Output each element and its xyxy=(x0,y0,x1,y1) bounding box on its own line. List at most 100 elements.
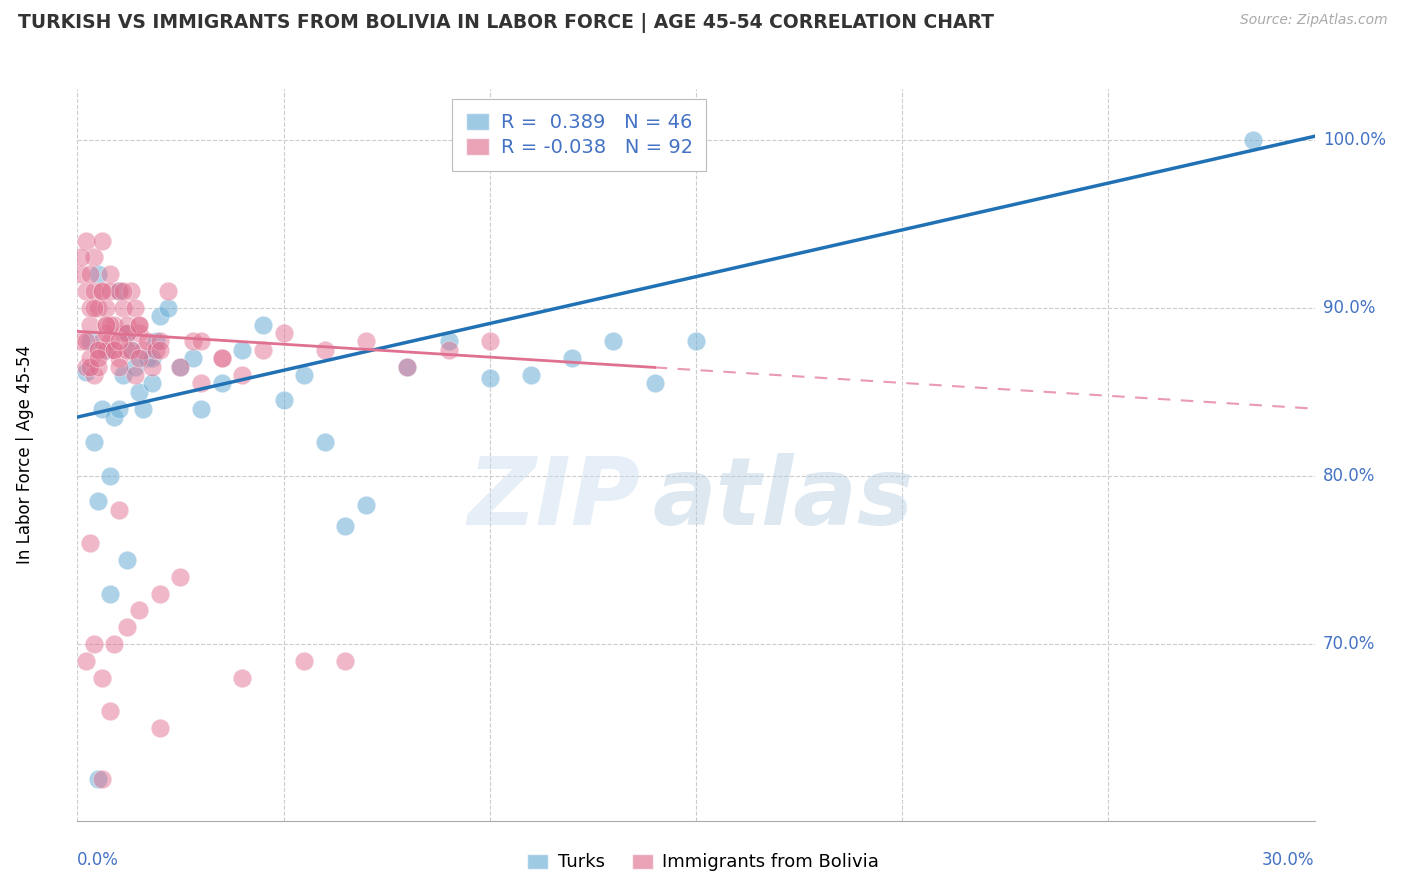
Point xyxy=(181,334,204,349)
Point xyxy=(91,772,114,786)
Point xyxy=(190,401,212,416)
Point xyxy=(149,721,172,735)
Point xyxy=(128,603,150,617)
Point xyxy=(98,318,121,332)
Point xyxy=(136,334,159,349)
Point xyxy=(75,334,97,349)
Point xyxy=(87,351,110,366)
Point xyxy=(157,301,180,315)
Point xyxy=(128,384,150,399)
Point xyxy=(602,334,624,349)
Point xyxy=(132,401,155,416)
Point xyxy=(107,502,129,516)
Point xyxy=(96,318,118,332)
Point xyxy=(437,334,460,349)
Point xyxy=(149,343,172,357)
Point xyxy=(211,351,233,366)
Point xyxy=(96,301,118,315)
Point xyxy=(98,267,121,281)
Point xyxy=(145,334,167,349)
Point xyxy=(107,284,129,298)
Point xyxy=(75,359,97,374)
Point xyxy=(128,318,150,332)
Point xyxy=(103,343,125,357)
Point xyxy=(115,318,138,332)
Point xyxy=(107,359,129,374)
Point xyxy=(83,251,105,265)
Point xyxy=(354,498,377,512)
Point xyxy=(111,284,134,298)
Point xyxy=(145,343,167,357)
Point xyxy=(115,553,138,567)
Point xyxy=(520,368,543,382)
Point xyxy=(98,284,121,298)
Point xyxy=(252,318,274,332)
Point xyxy=(231,368,253,382)
Point xyxy=(87,343,110,357)
Point xyxy=(96,318,118,332)
Point xyxy=(75,234,97,248)
Point xyxy=(98,334,121,349)
Point xyxy=(103,318,125,332)
Text: 100.0%: 100.0% xyxy=(1323,130,1386,149)
Point xyxy=(107,284,129,298)
Point xyxy=(273,393,295,408)
Point xyxy=(91,671,114,685)
Point xyxy=(141,359,163,374)
Point xyxy=(79,536,101,550)
Point xyxy=(685,334,707,349)
Point xyxy=(149,309,172,323)
Point xyxy=(70,267,93,281)
Point xyxy=(231,343,253,357)
Point xyxy=(141,376,163,391)
Point xyxy=(120,343,142,357)
Point xyxy=(132,343,155,357)
Point xyxy=(231,671,253,685)
Point xyxy=(83,301,105,315)
Point xyxy=(111,326,134,340)
Point xyxy=(87,494,110,508)
Point xyxy=(292,368,315,382)
Point xyxy=(169,570,191,584)
Point xyxy=(96,326,118,340)
Point xyxy=(157,284,180,298)
Point xyxy=(91,284,114,298)
Point xyxy=(91,334,114,349)
Point xyxy=(115,620,138,634)
Point xyxy=(79,267,101,281)
Legend: Turks, Immigrants from Bolivia: Turks, Immigrants from Bolivia xyxy=(520,847,886,879)
Point xyxy=(107,401,129,416)
Point xyxy=(120,284,142,298)
Point xyxy=(1241,133,1264,147)
Text: TURKISH VS IMMIGRANTS FROM BOLIVIA IN LABOR FORCE | AGE 45-54 CORRELATION CHART: TURKISH VS IMMIGRANTS FROM BOLIVIA IN LA… xyxy=(18,13,994,33)
Point xyxy=(124,368,146,382)
Point xyxy=(314,343,336,357)
Point xyxy=(87,267,110,281)
Text: In Labor Force | Age 45-54: In Labor Force | Age 45-54 xyxy=(17,345,34,565)
Point xyxy=(91,234,114,248)
Text: 70.0%: 70.0% xyxy=(1323,635,1375,653)
Point xyxy=(98,469,121,483)
Point xyxy=(169,359,191,374)
Point xyxy=(75,365,97,379)
Point xyxy=(478,334,501,349)
Point xyxy=(396,359,419,374)
Point xyxy=(437,343,460,357)
Point xyxy=(354,334,377,349)
Point xyxy=(211,351,233,366)
Point xyxy=(335,654,357,668)
Text: 30.0%: 30.0% xyxy=(1263,851,1315,869)
Point xyxy=(111,301,134,315)
Point xyxy=(292,654,315,668)
Point xyxy=(124,301,146,315)
Point xyxy=(87,343,110,357)
Point xyxy=(70,334,93,349)
Text: Source: ZipAtlas.com: Source: ZipAtlas.com xyxy=(1240,13,1388,28)
Point xyxy=(79,351,101,366)
Point xyxy=(87,772,110,786)
Point xyxy=(83,637,105,651)
Point xyxy=(115,326,138,340)
Point xyxy=(79,318,101,332)
Point xyxy=(396,359,419,374)
Point xyxy=(107,351,129,366)
